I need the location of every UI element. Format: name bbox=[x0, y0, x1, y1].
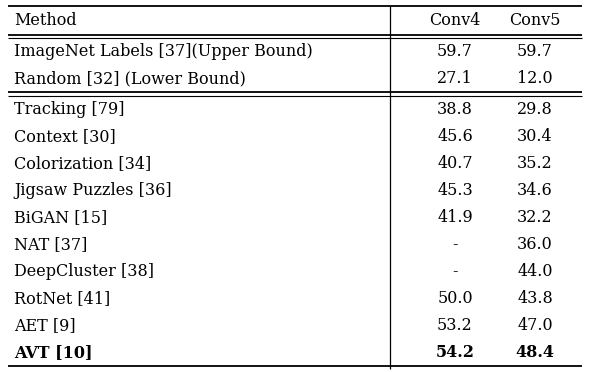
Text: 27.1: 27.1 bbox=[437, 70, 473, 87]
Text: Jigsaw Puzzles [36]: Jigsaw Puzzles [36] bbox=[14, 182, 172, 199]
Text: DeepCluster [38]: DeepCluster [38] bbox=[14, 263, 154, 280]
Text: Method: Method bbox=[14, 12, 77, 29]
Text: 59.7: 59.7 bbox=[517, 44, 553, 61]
Text: NAT [37]: NAT [37] bbox=[14, 236, 87, 253]
Text: 48.4: 48.4 bbox=[516, 344, 555, 361]
Text: ImageNet Labels [37](Upper Bound): ImageNet Labels [37](Upper Bound) bbox=[14, 44, 313, 61]
Text: Conv4: Conv4 bbox=[430, 12, 481, 29]
Text: 59.7: 59.7 bbox=[437, 44, 473, 61]
Text: 43.8: 43.8 bbox=[517, 290, 553, 307]
Text: 30.4: 30.4 bbox=[517, 128, 553, 145]
Text: 54.2: 54.2 bbox=[435, 344, 474, 361]
Text: -: - bbox=[453, 236, 458, 253]
Text: Conv5: Conv5 bbox=[509, 12, 560, 29]
Text: 53.2: 53.2 bbox=[437, 317, 473, 334]
Text: 36.0: 36.0 bbox=[517, 236, 553, 253]
Text: 32.2: 32.2 bbox=[517, 209, 553, 226]
Text: 41.9: 41.9 bbox=[437, 209, 473, 226]
Text: 45.6: 45.6 bbox=[437, 128, 473, 145]
Text: 50.0: 50.0 bbox=[437, 290, 473, 307]
Text: RotNet [41]: RotNet [41] bbox=[14, 290, 110, 307]
Text: AVT [10]: AVT [10] bbox=[14, 344, 93, 361]
Text: 44.0: 44.0 bbox=[517, 263, 553, 280]
Text: 45.3: 45.3 bbox=[437, 182, 473, 199]
Text: 34.6: 34.6 bbox=[517, 182, 553, 199]
Text: Random [32] (Lower Bound): Random [32] (Lower Bound) bbox=[14, 70, 246, 87]
Text: -: - bbox=[453, 263, 458, 280]
Text: AET [9]: AET [9] bbox=[14, 317, 76, 334]
Text: 35.2: 35.2 bbox=[517, 155, 553, 171]
Text: Context [30]: Context [30] bbox=[14, 128, 116, 145]
Text: Tracking [79]: Tracking [79] bbox=[14, 100, 124, 118]
Text: 38.8: 38.8 bbox=[437, 100, 473, 118]
Text: BiGAN [15]: BiGAN [15] bbox=[14, 209, 107, 226]
Text: 40.7: 40.7 bbox=[437, 155, 473, 171]
Text: 29.8: 29.8 bbox=[517, 100, 553, 118]
Text: 12.0: 12.0 bbox=[517, 70, 553, 87]
Text: 47.0: 47.0 bbox=[517, 317, 553, 334]
Text: Colorization [34]: Colorization [34] bbox=[14, 155, 151, 171]
